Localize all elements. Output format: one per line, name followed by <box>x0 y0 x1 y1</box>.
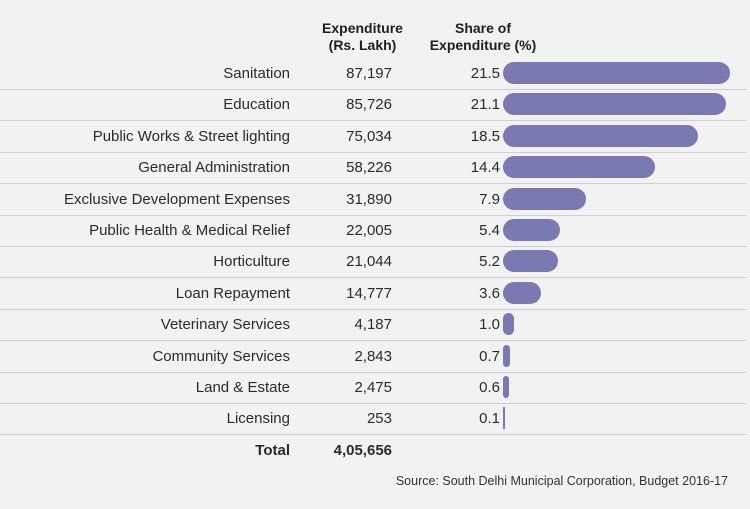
expenditure-value: 14,777 <box>346 284 392 302</box>
expenditure-value: 58,226 <box>346 159 392 177</box>
category-label: Sanitation <box>223 65 290 82</box>
expenditure-value: 22,005 <box>346 222 392 239</box>
share-value: 3.6 <box>479 284 500 302</box>
table-row: General Administration 58,226 14.4 <box>0 152 746 185</box>
expenditure-header-line2: (Rs. Lakh) <box>328 37 397 53</box>
share-value: 21.1 <box>470 96 500 114</box>
total-value: 4,05,656 <box>333 441 392 459</box>
table-row: Licensing 253 0.1 <box>0 403 746 436</box>
category-label: General Administration <box>138 159 290 177</box>
category-label: Community Services <box>152 347 290 365</box>
category-label: Horticulture <box>213 253 290 271</box>
expenditure-value: 75,034 <box>346 127 392 145</box>
share-value: 0.7 <box>479 347 500 365</box>
expenditure-value: 253 <box>366 410 392 428</box>
table-row: Public Health & Medical Relief 22,005 5.4 <box>0 215 746 247</box>
expenditure-value: 2,475 <box>354 379 392 396</box>
expenditure-value: 4,187 <box>354 316 392 334</box>
share-bar <box>503 93 726 116</box>
share-bar <box>503 219 560 241</box>
category-label: Education <box>223 96 290 114</box>
table-row: Public Works & Street lighting 75,034 18.5 <box>0 121 746 153</box>
table-row: Land & Estate 2,475 0.6 <box>0 372 746 404</box>
expenditure-value: 31,890 <box>346 190 392 208</box>
expenditure-value: 87,197 <box>346 65 392 82</box>
share-bar <box>503 250 558 273</box>
share-value: 1.0 <box>479 316 500 334</box>
category-label: Public Works & Street lighting <box>92 127 290 145</box>
share-column-header: Share of Expenditure (%) <box>428 20 538 54</box>
table-row: Community Services 2,843 0.7 <box>0 341 746 373</box>
category-label: Exclusive Development Expenses <box>64 190 290 208</box>
expenditure-header-line1: Expenditure <box>322 20 403 36</box>
share-value: 5.4 <box>479 222 500 239</box>
share-bar <box>503 124 699 147</box>
share-value: 21.5 <box>470 65 500 82</box>
table-row: Loan Repayment 14,777 3.6 <box>0 278 746 310</box>
share-bar <box>503 344 511 367</box>
table-row: Education 85,726 21.1 <box>0 89 746 122</box>
category-label: Public Health & Medical Relief <box>89 222 290 239</box>
share-bar <box>503 187 587 210</box>
category-label: Loan Repayment <box>175 284 290 302</box>
share-bar <box>503 156 656 179</box>
expenditure-value: 85,726 <box>346 96 392 114</box>
share-value: 18.5 <box>470 127 500 145</box>
category-label: Land & Estate <box>195 379 290 396</box>
total-label: Total <box>255 441 290 459</box>
table-row: Veterinary Services 4,187 1.0 <box>0 309 746 342</box>
share-value: 5.2 <box>479 253 500 271</box>
share-bar <box>503 281 541 304</box>
share-bar <box>503 62 730 84</box>
expenditure-value: 2,843 <box>354 347 392 365</box>
table-row: Horticulture 21,044 5.2 <box>0 246 746 279</box>
expenditure-value: 21,044 <box>346 253 392 271</box>
table-row: Sanitation 87,197 21.5 <box>0 58 746 90</box>
source-note: Source: South Delhi Municipal Corporatio… <box>395 474 728 488</box>
expenditure-column-header: Expenditure (Rs. Lakh) <box>305 20 420 54</box>
share-value: 7.9 <box>479 190 500 208</box>
category-label: Veterinary Services <box>160 316 290 334</box>
share-value: 14.4 <box>470 159 500 177</box>
share-bar <box>503 313 514 336</box>
share-value: 0.1 <box>479 410 500 428</box>
table-row: Exclusive Development Expenses 31,890 7.9 <box>0 184 746 216</box>
share-bar <box>503 407 505 430</box>
share-header-line2: Expenditure (%) <box>429 37 537 53</box>
share-bar <box>503 376 510 398</box>
share-value: 0.6 <box>479 379 500 396</box>
total-row: Total 4,05,656 <box>0 435 746 466</box>
share-header-line1: Share of <box>454 20 511 36</box>
category-label: Licensing <box>226 410 290 428</box>
